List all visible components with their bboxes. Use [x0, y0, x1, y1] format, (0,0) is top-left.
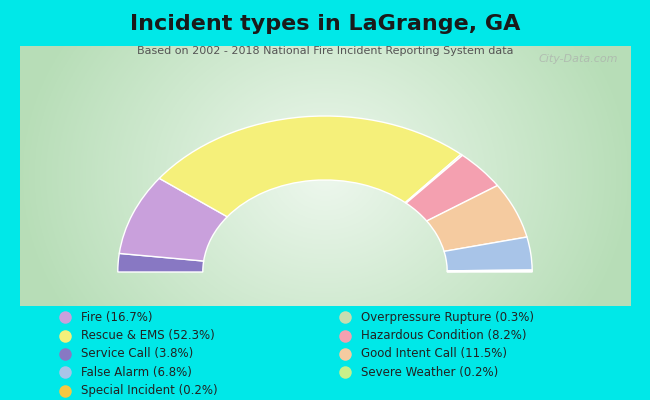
- Wedge shape: [405, 154, 463, 203]
- Wedge shape: [406, 155, 497, 221]
- Text: Based on 2002 - 2018 National Fire Incident Reporting System data: Based on 2002 - 2018 National Fire Incid…: [136, 46, 514, 56]
- Text: Hazardous Condition (8.2%): Hazardous Condition (8.2%): [361, 329, 526, 342]
- Wedge shape: [447, 270, 532, 272]
- Text: City-Data.com: City-Data.com: [539, 54, 618, 64]
- Wedge shape: [447, 271, 532, 272]
- Text: Special Incident (0.2%): Special Incident (0.2%): [81, 384, 218, 397]
- Text: Fire (16.7%): Fire (16.7%): [81, 311, 153, 324]
- Wedge shape: [118, 254, 203, 272]
- Wedge shape: [159, 116, 461, 217]
- Text: Overpressure Rupture (0.3%): Overpressure Rupture (0.3%): [361, 311, 534, 324]
- Text: False Alarm (6.8%): False Alarm (6.8%): [81, 366, 192, 379]
- Text: Incident types in LaGrange, GA: Incident types in LaGrange, GA: [130, 14, 520, 34]
- Text: Good Intent Call (11.5%): Good Intent Call (11.5%): [361, 348, 507, 360]
- Wedge shape: [444, 237, 532, 271]
- Text: Service Call (3.8%): Service Call (3.8%): [81, 348, 194, 360]
- Wedge shape: [426, 186, 527, 251]
- Text: Severe Weather (0.2%): Severe Weather (0.2%): [361, 366, 498, 379]
- Text: Rescue & EMS (52.3%): Rescue & EMS (52.3%): [81, 329, 215, 342]
- Wedge shape: [119, 178, 228, 261]
